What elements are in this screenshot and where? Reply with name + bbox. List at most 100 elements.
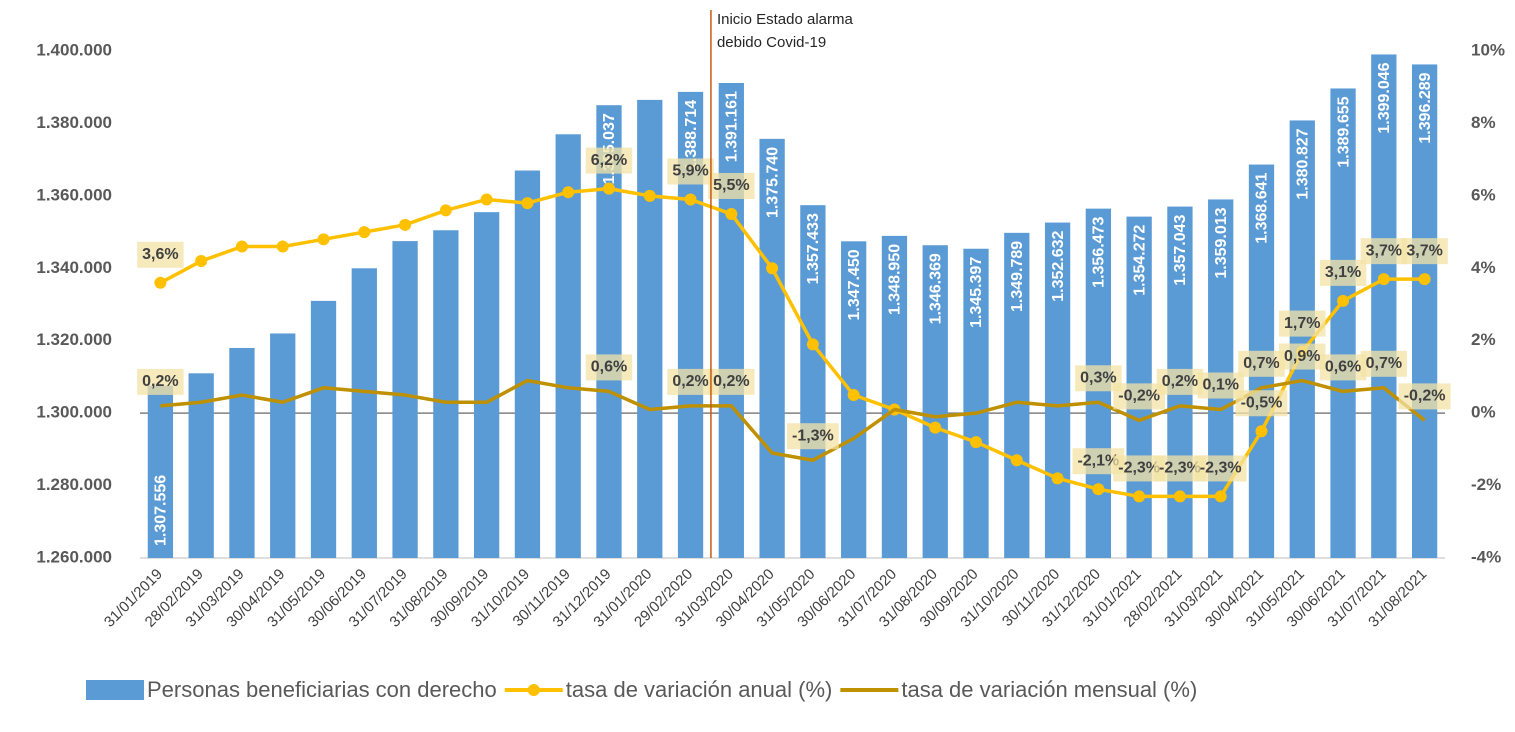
- bar-label: 1.352.632: [1050, 230, 1067, 301]
- line-label: -2,3%: [1159, 460, 1201, 477]
- y-tick-label: 1.400.000: [36, 40, 112, 59]
- y-tick-label: 1.280.000: [36, 475, 112, 494]
- data-label: 5,9%: [667, 158, 714, 185]
- bar-label: 1.396.289: [1417, 72, 1434, 143]
- bar: [147, 385, 174, 558]
- bar: [473, 212, 500, 558]
- data-label: 0,2%: [1156, 368, 1204, 395]
- line-label: 0,2%: [672, 373, 708, 390]
- point: [1255, 425, 1268, 438]
- label-box: [1398, 383, 1451, 410]
- label-box: [1401, 238, 1448, 265]
- line-label: 5,5%: [713, 177, 749, 194]
- data-label: 3,1%: [1319, 259, 1367, 286]
- y2-tick-label: -4%: [1471, 547, 1501, 566]
- bar: [270, 333, 296, 558]
- bar-label: 1.388.714: [683, 100, 700, 171]
- bar-label: 1.375.740: [764, 147, 781, 218]
- data-label: 0,1%: [1197, 372, 1244, 399]
- bar: [922, 245, 948, 559]
- line-label: 0,7%: [1243, 355, 1279, 372]
- point: [766, 262, 779, 275]
- y2-tick-label: 4%: [1471, 258, 1496, 277]
- bar: [596, 105, 622, 558]
- data-label: -0,2%: [1398, 383, 1451, 410]
- line: [160, 378, 1426, 462]
- bar: [881, 235, 908, 558]
- bar-label: 1.349.789: [1009, 241, 1026, 312]
- bar: [433, 230, 459, 558]
- bar: [555, 134, 581, 559]
- point: [643, 189, 656, 202]
- bar-label: 1.391.161: [724, 91, 741, 162]
- line-label: 0,2%: [142, 373, 178, 390]
- label-box: [1238, 350, 1285, 377]
- line-label: 1,7%: [1284, 315, 1320, 332]
- bar: [1004, 232, 1030, 558]
- point: [154, 276, 167, 289]
- bar-label: 1.347.450: [846, 249, 863, 320]
- bar: [1044, 222, 1071, 558]
- point: [725, 207, 738, 220]
- data-label: -0,2%: [1113, 383, 1166, 410]
- point: [929, 421, 942, 434]
- point: [1051, 472, 1064, 485]
- y2-tick-label: 6%: [1471, 185, 1496, 204]
- line-label: 0,2%: [713, 373, 749, 390]
- label-box: [1360, 238, 1408, 265]
- bar: [1371, 54, 1397, 559]
- y-tick-label: 1.360.000: [36, 185, 112, 204]
- label-box: [1319, 354, 1367, 381]
- bar: [718, 83, 744, 559]
- point: [602, 182, 615, 195]
- bar-label: 1.357.043: [1172, 214, 1189, 285]
- data-label: 3,6%: [137, 241, 184, 268]
- label-box: [1235, 390, 1288, 417]
- line-label: 3,1%: [1325, 264, 1361, 281]
- label-box: [1279, 343, 1326, 370]
- point: [399, 218, 412, 231]
- bar: [229, 347, 255, 558]
- bar-label: 1.357.433: [805, 213, 822, 284]
- bar-label: 1.356.473: [1091, 217, 1108, 288]
- point: [970, 436, 983, 449]
- legend-label: tasa de variación anual (%): [566, 677, 833, 702]
- y2-tick-label: 10%: [1471, 40, 1505, 59]
- data-label: 0,9%: [1279, 343, 1326, 370]
- y-tick-label: 1.340.000: [36, 258, 112, 277]
- bar-label: 1.380.827: [1294, 128, 1311, 199]
- label-box: [585, 354, 633, 381]
- point: [1337, 294, 1350, 307]
- bar-label: 1.345.397: [968, 257, 985, 328]
- data-label: 0,2%: [708, 368, 755, 395]
- line-label: -0,2%: [1404, 388, 1446, 405]
- point: [521, 197, 534, 210]
- data-label: 0,7%: [1238, 350, 1285, 377]
- bar: [310, 300, 337, 558]
- point: [317, 233, 330, 246]
- line-label: 0,6%: [1325, 359, 1361, 376]
- label-box: [1360, 350, 1408, 377]
- line-label: 6,2%: [591, 152, 627, 169]
- bar-label: 1.399.046: [1376, 62, 1393, 133]
- annotation: Inicio Estado alarma: [717, 11, 854, 28]
- point: [1377, 273, 1390, 286]
- data-label: 3,7%: [1360, 238, 1408, 265]
- point: [276, 240, 289, 253]
- data-label: 0,2%: [667, 368, 714, 395]
- bar: [351, 268, 377, 558]
- bar-label: 1.348.950: [887, 244, 904, 315]
- point: [1173, 490, 1186, 503]
- point: [684, 193, 697, 206]
- legend-marker: [527, 684, 540, 696]
- bar: [514, 170, 541, 558]
- bar-label: 1.389.655: [1335, 96, 1352, 167]
- data-label: 0,2%: [137, 368, 184, 395]
- line-label: 5,9%: [672, 163, 708, 180]
- data-label: 0,6%: [585, 354, 633, 381]
- y-tick-label: 1.300.000: [36, 403, 112, 422]
- bar: [637, 99, 663, 558]
- point: [358, 226, 371, 239]
- label-box: [137, 368, 184, 395]
